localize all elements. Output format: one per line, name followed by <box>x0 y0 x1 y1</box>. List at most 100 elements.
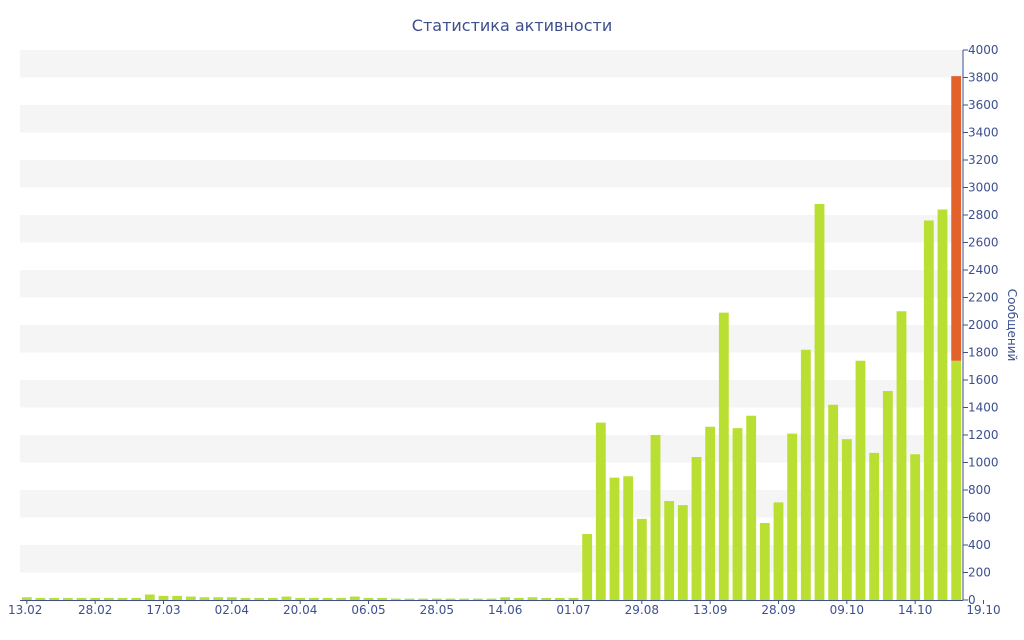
bar[interactable] <box>500 597 511 600</box>
bar[interactable] <box>21 597 32 600</box>
x-tick-label: 28.09 <box>761 603 795 617</box>
bar[interactable] <box>923 220 934 601</box>
y-tick-label: 2000 <box>968 318 999 332</box>
bar[interactable] <box>431 598 442 600</box>
grid-band <box>20 50 963 78</box>
bar[interactable] <box>281 596 292 600</box>
bar[interactable] <box>773 502 784 600</box>
bar[interactable] <box>664 501 675 600</box>
grid-band <box>20 105 963 133</box>
bar[interactable] <box>677 505 688 600</box>
bar[interactable] <box>117 597 128 600</box>
y-tick-label: 800 <box>968 483 991 497</box>
bar[interactable] <box>595 422 606 600</box>
bar[interactable] <box>199 597 210 600</box>
bar[interactable] <box>158 595 169 600</box>
x-tick-label: 28.05 <box>420 603 454 617</box>
grid-band <box>20 325 963 353</box>
bar[interactable] <box>295 597 306 600</box>
bar[interactable] <box>800 349 811 600</box>
bar[interactable] <box>418 598 429 600</box>
bar[interactable] <box>90 597 101 600</box>
bar[interactable] <box>404 598 415 600</box>
bar[interactable] <box>35 597 46 600</box>
bar[interactable] <box>705 426 716 600</box>
bar[interactable] <box>554 597 565 600</box>
y-tick-label: 3200 <box>968 153 999 167</box>
x-tick-label: 01.07 <box>556 603 590 617</box>
grid-band <box>20 270 963 298</box>
bar[interactable] <box>144 594 155 601</box>
bar[interactable] <box>855 360 866 600</box>
bar[interactable] <box>609 477 620 600</box>
bar[interactable] <box>363 597 374 600</box>
bar[interactable] <box>910 454 921 600</box>
bar[interactable] <box>882 391 893 600</box>
bar[interactable] <box>172 595 183 600</box>
bar-highlight[interactable] <box>951 76 962 361</box>
y-tick-label: 200 <box>968 566 991 580</box>
bar[interactable] <box>937 209 948 601</box>
bar[interactable] <box>226 597 237 600</box>
y-axis: 0 200 400 600 800 1000 1200 1400 1600 1800 2000 220… <box>962 43 999 607</box>
bar[interactable] <box>445 598 456 600</box>
bar[interactable] <box>732 428 743 600</box>
bar[interactable] <box>486 598 497 600</box>
bar[interactable] <box>787 433 798 600</box>
bar[interactable] <box>349 596 360 600</box>
bar[interactable] <box>527 597 538 600</box>
x-tick-label: 19.10 <box>966 603 1000 617</box>
bar[interactable] <box>691 457 702 600</box>
x-tick-label: 20.04 <box>283 603 317 617</box>
bar[interactable] <box>623 476 634 600</box>
bar[interactable] <box>472 598 483 600</box>
bar[interactable] <box>103 597 114 600</box>
bar[interactable] <box>336 597 347 600</box>
bar[interactable] <box>308 597 319 600</box>
bar[interactable] <box>185 596 196 600</box>
bar[interactable] <box>213 597 224 600</box>
bar[interactable] <box>254 597 265 600</box>
y-tick-label: 1200 <box>968 428 999 442</box>
bar[interactable] <box>896 311 907 600</box>
bar[interactable] <box>582 534 593 600</box>
bar[interactable] <box>240 597 251 600</box>
y-tick-label: 1800 <box>968 346 999 360</box>
bar[interactable] <box>746 415 757 600</box>
bar[interactable] <box>62 597 73 600</box>
bar[interactable] <box>951 360 962 600</box>
bar[interactable] <box>568 597 579 600</box>
bar[interactable] <box>841 439 852 600</box>
bar[interactable] <box>828 404 839 600</box>
x-tick-label: 28.02 <box>78 603 112 617</box>
x-tick-label: 06.05 <box>351 603 385 617</box>
y-tick-label: 1400 <box>968 401 999 415</box>
bar[interactable] <box>650 435 661 600</box>
bar[interactable] <box>869 452 880 600</box>
chart-title: Статистика активности <box>412 16 612 35</box>
bar[interactable] <box>49 597 60 600</box>
bar[interactable] <box>390 598 401 600</box>
bar[interactable] <box>759 523 770 600</box>
bar[interactable] <box>267 597 278 600</box>
bar[interactable] <box>322 597 333 600</box>
bar[interactable] <box>718 312 729 600</box>
y-tick-label: 2600 <box>968 236 999 250</box>
bar[interactable] <box>131 597 142 600</box>
bar[interactable] <box>76 597 87 600</box>
x-tick-label: 13.09 <box>693 603 727 617</box>
y-tick-label: 600 <box>968 511 991 525</box>
x-tick-label: 13.02 <box>8 603 42 617</box>
bar[interactable] <box>513 597 524 600</box>
x-tick-label: 02.04 <box>215 603 249 617</box>
bar-series <box>21 76 962 601</box>
bar[interactable] <box>541 597 552 600</box>
y-tick-label: 1600 <box>968 373 999 387</box>
y-tick-label: 0 <box>968 593 976 607</box>
bar[interactable] <box>636 518 647 600</box>
bar[interactable] <box>459 598 470 600</box>
bar[interactable] <box>377 597 388 600</box>
grid-band <box>20 215 963 243</box>
bar[interactable] <box>814 204 825 600</box>
y-tick-label: 2800 <box>968 208 999 222</box>
